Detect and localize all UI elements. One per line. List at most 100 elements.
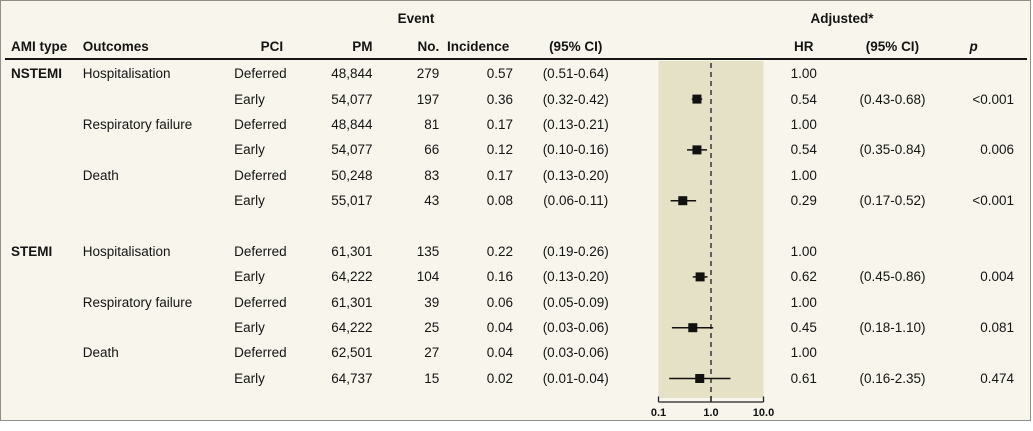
hr-ci-cell: (0.35-0.84) bbox=[859, 142, 926, 158]
pci-cell: Early bbox=[234, 320, 265, 336]
no-cell: 25 bbox=[424, 320, 440, 336]
ci-cell: (0.51-0.64) bbox=[542, 66, 609, 82]
pci-cell: Early bbox=[234, 91, 265, 107]
no-cell: 83 bbox=[424, 167, 440, 183]
hr-cell: 0.61 bbox=[790, 370, 817, 386]
hr-cell: 0.45 bbox=[790, 320, 817, 336]
ami-type-cell: NSTEMI bbox=[11, 66, 63, 82]
outcome-cell: Death bbox=[82, 345, 119, 361]
hr-cell: 1.00 bbox=[790, 345, 817, 361]
incidence-cell: 0.22 bbox=[486, 243, 513, 259]
ci-cell: (0.19-0.26) bbox=[542, 243, 609, 259]
p-value-cell: <0.001 bbox=[972, 193, 1014, 209]
ci-cell: (0.13-0.21) bbox=[542, 116, 609, 132]
pm-cell: 54,077 bbox=[331, 91, 373, 107]
col-header-incidence: Incidence bbox=[446, 38, 510, 54]
pm-cell: 62,501 bbox=[331, 345, 373, 361]
ci-cell: (0.32-0.42) bbox=[542, 91, 609, 107]
incidence-cell: 0.04 bbox=[486, 345, 513, 361]
col-header-hr-ci: (95% CI) bbox=[865, 38, 920, 54]
x-axis-tick-label: 0.1 bbox=[651, 407, 666, 419]
outcome-cell: Respiratory failure bbox=[82, 294, 193, 310]
incidence-cell: 0.17 bbox=[486, 116, 513, 132]
hr-cell: 1.00 bbox=[790, 66, 817, 82]
hr-cell: 1.00 bbox=[790, 167, 817, 183]
header-divider bbox=[5, 58, 1027, 60]
col-header-no: No. bbox=[417, 38, 440, 54]
table-row: Early 64,222 25 0.04 (0.03-0.06) 0.45 (0… bbox=[1, 315, 1030, 340]
incidence-cell: 0.04 bbox=[486, 320, 513, 336]
table-row: Respiratory failure Deferred 61,301 39 0… bbox=[1, 290, 1030, 315]
pm-cell: 64,222 bbox=[331, 269, 373, 285]
table-body: NSTEMI Hospitalisation Deferred 48,844 2… bbox=[1, 61, 1030, 391]
p-value-cell: 0.006 bbox=[980, 142, 1014, 158]
pci-cell: Deferred bbox=[234, 294, 287, 310]
pm-cell: 64,737 bbox=[331, 370, 373, 386]
pm-cell: 64,222 bbox=[331, 320, 373, 336]
incidence-cell: 0.02 bbox=[486, 370, 513, 386]
table-row: Early 54,077 197 0.36 (0.32-0.42) 0.54 (… bbox=[1, 86, 1030, 111]
pci-cell: Early bbox=[234, 193, 265, 209]
col-header-p: p bbox=[969, 38, 978, 54]
hr-cell: 1.00 bbox=[790, 116, 817, 132]
table-row: Death Deferred 62,501 27 0.04 (0.03-0.06… bbox=[1, 340, 1030, 365]
incidence-cell: 0.36 bbox=[486, 91, 513, 107]
outcome-cell: Hospitalisation bbox=[82, 66, 171, 82]
outcome-cell: Hospitalisation bbox=[82, 243, 171, 259]
no-cell: 197 bbox=[416, 91, 440, 107]
ci-cell: (0.03-0.06) bbox=[542, 345, 609, 361]
ci-cell: (0.13-0.20) bbox=[542, 167, 609, 183]
col-header-ci: (95% CI) bbox=[549, 38, 603, 54]
table-row: Early 54,077 66 0.12 (0.10-0.16) 0.54 (0… bbox=[1, 137, 1030, 162]
hr-ci-cell: (0.18-1.10) bbox=[859, 320, 926, 336]
col-header-pm: PM bbox=[352, 38, 373, 54]
no-cell: 81 bbox=[424, 116, 440, 132]
hr-ci-cell: (0.43-0.68) bbox=[859, 91, 926, 107]
pm-cell: 50,248 bbox=[331, 167, 373, 183]
ci-cell: (0.10-0.16) bbox=[542, 142, 609, 158]
hr-cell: 1.00 bbox=[790, 243, 817, 259]
hr-ci-cell: (0.16-2.35) bbox=[859, 370, 926, 386]
pci-cell: Deferred bbox=[234, 345, 287, 361]
incidence-cell: 0.08 bbox=[486, 193, 513, 209]
ci-cell: (0.01-0.04) bbox=[542, 370, 609, 386]
ci-cell: (0.05-0.09) bbox=[542, 294, 609, 310]
p-value-cell: 0.004 bbox=[980, 269, 1014, 285]
p-value-cell: <0.001 bbox=[972, 91, 1014, 107]
no-cell: 135 bbox=[416, 243, 440, 259]
adjusted-group-header: Adjusted* bbox=[810, 11, 874, 26]
table-row: Early 55,017 43 0.08 (0.06-0.11) 0.29 (0… bbox=[1, 188, 1030, 213]
pci-cell: Deferred bbox=[234, 66, 287, 82]
pci-cell: Early bbox=[234, 370, 265, 386]
pci-cell: Early bbox=[234, 142, 265, 158]
hr-ci-cell: (0.45-0.86) bbox=[859, 269, 926, 285]
col-header-ami-type: AMI type bbox=[11, 38, 68, 54]
outcome-cell: Death bbox=[82, 167, 119, 183]
table-row: Respiratory failure Deferred 48,844 81 0… bbox=[1, 112, 1030, 137]
table-row: STEMI Hospitalisation Deferred 61,301 13… bbox=[1, 239, 1030, 264]
pci-cell: Deferred bbox=[234, 116, 287, 132]
incidence-cell: 0.17 bbox=[486, 167, 513, 183]
x-axis-tick-label: 1.0 bbox=[703, 407, 718, 419]
incidence-cell: 0.06 bbox=[486, 294, 513, 310]
p-value-cell: 0.081 bbox=[980, 320, 1014, 336]
ci-cell: (0.13-0.20) bbox=[542, 269, 609, 285]
x-axis-tick-label: 10.0 bbox=[753, 407, 774, 419]
table-row: Early 64,737 15 0.02 (0.01-0.04) 0.61 (0… bbox=[1, 366, 1030, 391]
pm-cell: 61,301 bbox=[331, 243, 373, 259]
no-cell: 15 bbox=[424, 370, 440, 386]
pci-cell: Early bbox=[234, 269, 265, 285]
pci-cell: Deferred bbox=[234, 243, 287, 259]
event-group-header: Event bbox=[397, 11, 435, 26]
col-header-hr: HR bbox=[794, 38, 814, 54]
forest-plot-figure: 0.1 1.0 10.0 Event Adjusted* AMI type Outc… bbox=[0, 0, 1031, 421]
hr-cell: 0.62 bbox=[790, 269, 817, 285]
incidence-cell: 0.12 bbox=[486, 142, 513, 158]
ci-cell: (0.06-0.11) bbox=[543, 193, 609, 209]
col-header-outcomes: Outcomes bbox=[82, 38, 149, 54]
pm-cell: 48,844 bbox=[331, 66, 373, 82]
hr-cell: 1.00 bbox=[790, 294, 817, 310]
hr-cell: 0.54 bbox=[790, 91, 817, 107]
ci-cell: (0.03-0.06) bbox=[542, 320, 609, 336]
table-row-spacer bbox=[1, 213, 1030, 238]
